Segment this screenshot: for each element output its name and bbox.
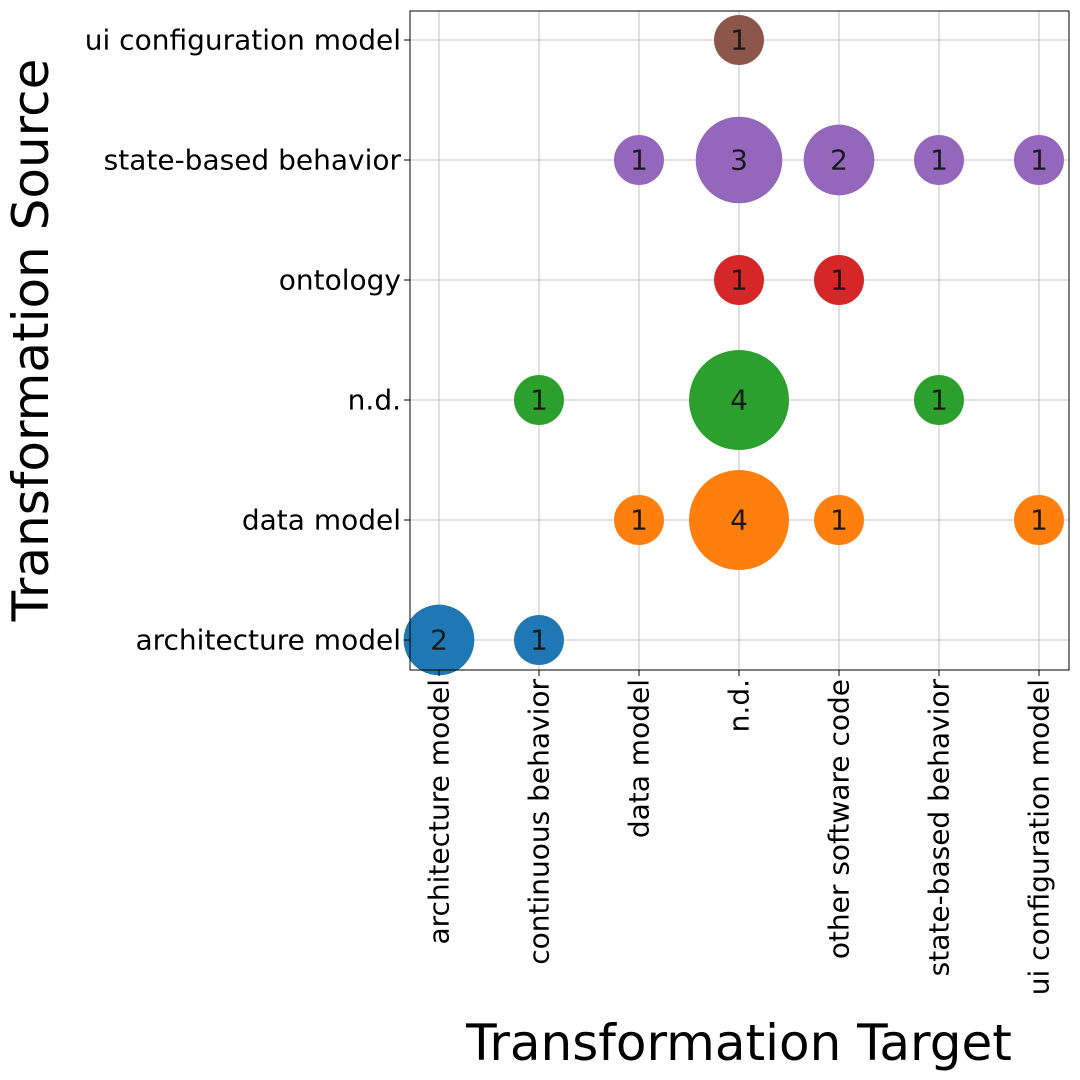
x-tick-label: data model [623, 679, 656, 838]
bubble-count-label: 1 [630, 504, 648, 537]
x-tick-label: architecture model [423, 679, 456, 945]
bubble-count-label: 1 [530, 624, 548, 657]
bubble-count-label: 1 [530, 384, 548, 417]
bubble-count-label: 4 [730, 504, 748, 537]
bubble [514, 375, 564, 425]
bubble-marks: 2 1 1 4 1 1 1 4 1 1 1 1 3 2 1 1 1 [403, 15, 1064, 676]
y-tick-label: architecture model [135, 624, 401, 657]
y-tick-label: state-based behavior [104, 144, 402, 177]
bubble [614, 135, 664, 185]
bubble [914, 135, 964, 185]
bubble-count-label: 1 [830, 504, 848, 537]
bubble [403, 604, 475, 676]
axis-ticks: architecture model continuous behavior dat… [85, 24, 1056, 996]
bubble [1014, 135, 1064, 185]
y-tick-label: ontology [279, 264, 401, 297]
bubble-count-label: 1 [830, 264, 848, 297]
grid-lines [410, 11, 1069, 670]
bubble-count-label: 1 [930, 144, 948, 177]
bubble-count-label: 1 [730, 24, 748, 57]
bubble-count-label: 4 [730, 384, 748, 417]
bubble [803, 124, 875, 196]
y-axis-label: Transformation Source [2, 59, 60, 623]
x-tick-label: state-based behavior [923, 679, 956, 977]
bubble-count-label: 2 [830, 144, 848, 177]
bubble [695, 116, 783, 204]
y-tick-label: n.d. [348, 384, 401, 417]
x-tick-label: n.d. [723, 679, 756, 732]
bubble-count-label: 3 [730, 144, 748, 177]
bubble [614, 495, 664, 545]
bubble-count-label: 2 [430, 624, 448, 657]
bubble-count-label: 1 [630, 144, 648, 177]
x-axis-label: Transformation Target [465, 1014, 1012, 1072]
bubble [914, 375, 964, 425]
bubble [1014, 495, 1064, 545]
bubble-count-label: 1 [730, 264, 748, 297]
x-tick-label: ui configuration model [1023, 679, 1056, 995]
y-tick-label: data model [242, 504, 401, 537]
bubble [814, 495, 864, 545]
plot-frame [409, 10, 1070, 671]
bubble [514, 615, 564, 665]
bubble [814, 255, 864, 305]
bubble [689, 350, 789, 450]
y-tick-label: ui configuration model [85, 24, 401, 57]
bubble [714, 255, 764, 305]
bubble [714, 15, 764, 65]
x-tick-label: other software code [823, 679, 856, 959]
bubble [689, 470, 789, 570]
bubble-count-label: 1 [1030, 144, 1048, 177]
bubble-count-label: 1 [1030, 504, 1048, 537]
bubble-count-label: 1 [930, 384, 948, 417]
x-tick-label: continuous behavior [523, 679, 556, 965]
